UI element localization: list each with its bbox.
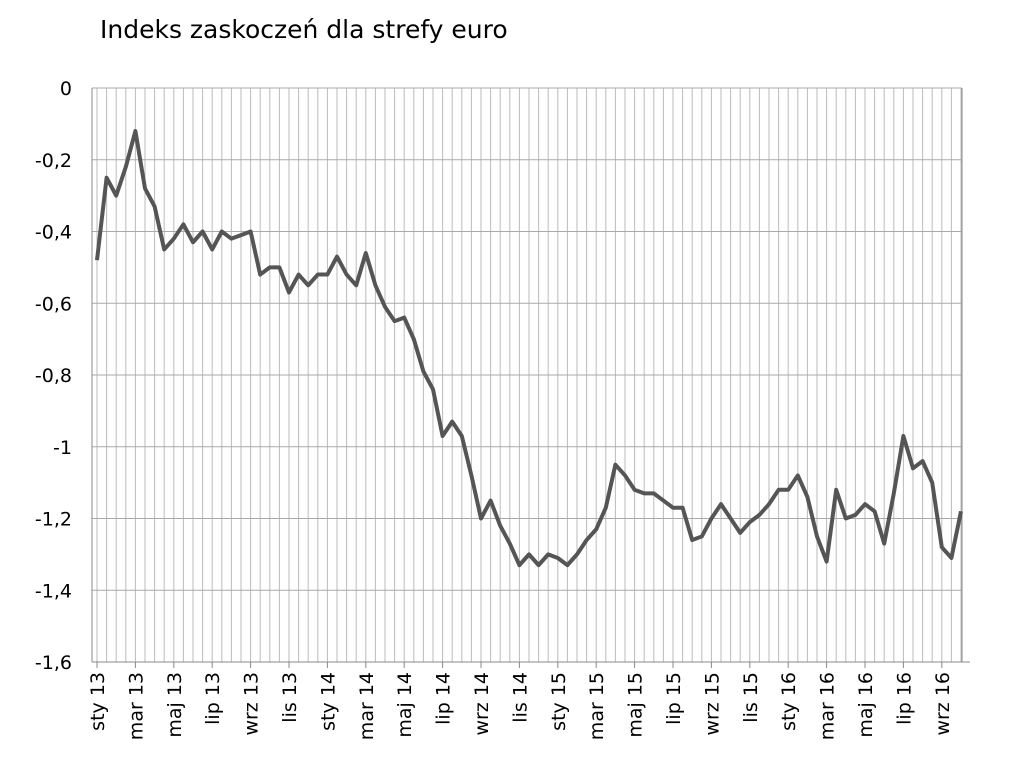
x-tick-label: maj 15: [625, 672, 647, 738]
x-tick-label: lip 14: [433, 672, 455, 725]
x-tick-label: maj 13: [164, 672, 186, 738]
y-tick-label: -0,4: [35, 222, 72, 244]
x-tick-label: lis 13: [279, 672, 301, 723]
y-tick-label: -1,2: [35, 509, 72, 531]
x-tick-label: mar 15: [586, 672, 608, 740]
x-tick-label: mar 13: [125, 672, 147, 740]
data-line: [95, 129, 963, 568]
x-tick-label: sty 16: [778, 672, 800, 731]
y-tick-label: -0,6: [35, 293, 72, 315]
y-tick-label: -0,2: [35, 150, 72, 172]
x-tick-label: wrz 16: [932, 672, 954, 736]
x-tick-label: sty 15: [548, 672, 570, 731]
x-tick-label: maj 16: [855, 672, 877, 738]
x-tick-label: wrz 15: [701, 672, 723, 736]
y-tick-label: -1: [53, 437, 72, 459]
x-tick-label: wrz 13: [241, 672, 263, 736]
y-tick-label: -1,6: [35, 652, 72, 674]
x-tick-label: lip 13: [202, 672, 224, 725]
x-tick-label: mar 14: [356, 672, 378, 740]
x-tick-label: mar 16: [817, 672, 839, 740]
x-tick-label: lip 16: [893, 672, 915, 725]
x-tick-label: lip 15: [663, 672, 685, 725]
chart-title: Indeks zaskoczeń dla strefy euro: [100, 15, 508, 44]
x-tick-label: wrz 14: [471, 672, 493, 736]
x-tick-label: sty 13: [87, 672, 109, 731]
x-tick-label: lis 14: [509, 672, 531, 723]
x-tick-label: maj 14: [394, 672, 416, 738]
y-tick-label: -1,4: [35, 580, 72, 602]
x-tick-label: lis 15: [740, 672, 762, 723]
x-tick-label: sty 14: [317, 672, 339, 731]
y-tick-label: -0,8: [35, 365, 72, 387]
y-tick-label: 0: [60, 78, 72, 100]
